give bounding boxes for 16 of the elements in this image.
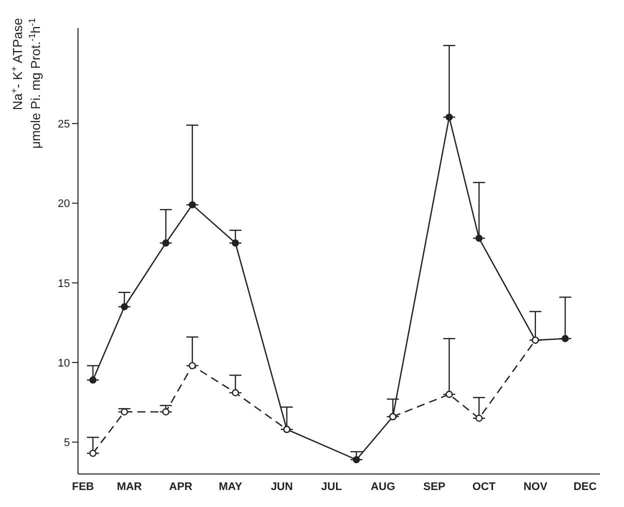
- y-tick-label: 15: [58, 278, 70, 290]
- y-tick-label: 5: [64, 437, 70, 450]
- x-tick-label: MAR: [116, 480, 142, 493]
- x-tick-label: APR: [169, 480, 192, 493]
- x-tick-label: AUG: [370, 480, 396, 493]
- x-tick-label: SEP: [423, 480, 446, 493]
- x-tick-label: MAY: [218, 480, 243, 493]
- x-tick-label: JUL: [321, 480, 342, 493]
- y-tick-label: 10: [58, 357, 70, 370]
- y-tick-label: 20: [58, 198, 70, 210]
- y-tick-label: 25: [58, 118, 70, 130]
- x-tick-label: JUN: [270, 480, 293, 493]
- x-tick-label: FEB: [72, 480, 94, 493]
- x-tick-label: NOV: [523, 480, 548, 493]
- x-tick-label: OCT: [472, 480, 496, 493]
- x-tick-label: DEC: [573, 480, 597, 493]
